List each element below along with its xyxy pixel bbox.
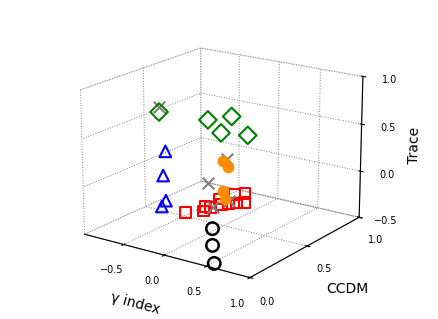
- Y-axis label: CCDM: CCDM: [325, 282, 367, 296]
- X-axis label: γ index: γ index: [109, 291, 162, 317]
